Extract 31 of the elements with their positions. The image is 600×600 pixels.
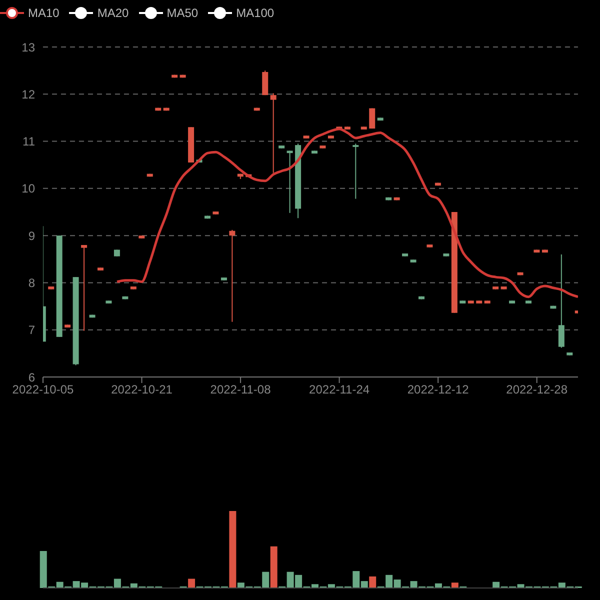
line-series — [116, 128, 578, 298]
y-tick-label: 12 — [22, 87, 36, 102]
bar — [229, 511, 236, 588]
x-tick-label: 2022-12-28 — [506, 382, 568, 397]
bar — [270, 546, 278, 588]
candlestick — [286, 150, 293, 214]
y-tick-label: 8 — [28, 276, 36, 290]
bar — [451, 582, 458, 588]
bar — [188, 578, 196, 588]
candlestick — [352, 143, 359, 200]
x-tick-label: 2022-10-05 — [12, 382, 74, 397]
y-tick-label: 11 — [22, 134, 36, 149]
candlestick — [262, 70, 268, 96]
bar — [369, 576, 376, 588]
x-tick-label: 2022-10-21 — [111, 382, 173, 397]
y-tick-label: 10 — [22, 182, 36, 196]
candlestick — [229, 229, 236, 322]
y-tick-label: 9 — [28, 228, 36, 243]
legend-label: MA50 — [166, 6, 198, 20]
x-tick-label: 2022-11-24 — [309, 382, 370, 397]
y-tick-label: 6 — [28, 370, 36, 384]
y-tick-label: 7 — [28, 323, 36, 338]
candlestick — [558, 254, 564, 348]
legend-label: MA100 — [236, 6, 274, 20]
y-tick-label: 13 — [22, 40, 36, 54]
legend-label: MA10 — [28, 6, 60, 20]
x-tick-label: 2022-12-12 — [407, 382, 470, 397]
candlestick — [81, 244, 88, 332]
candlestick — [270, 92, 276, 174]
legend-label: MA20 — [97, 6, 129, 20]
x-tick-label: 2022-11-08 — [210, 382, 272, 397]
